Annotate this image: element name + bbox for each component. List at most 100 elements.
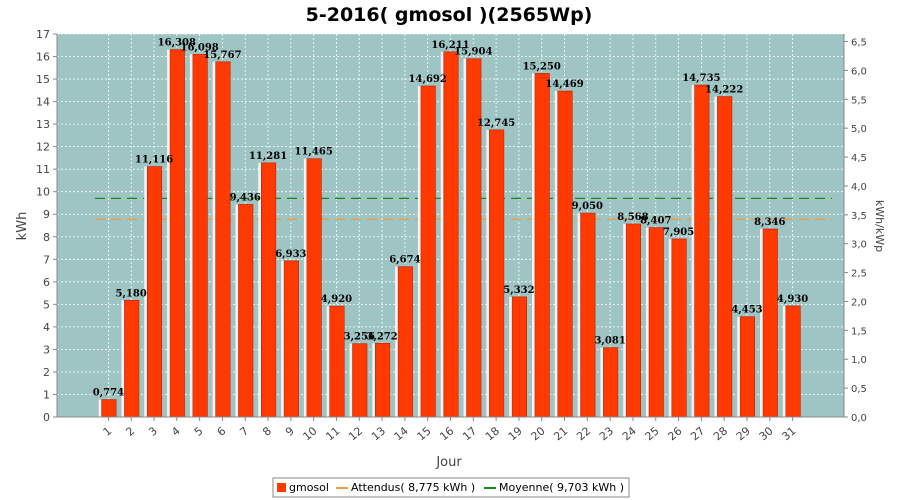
- x-tick-label: 3: [146, 424, 160, 438]
- y-tick-label: 17: [36, 28, 50, 41]
- y-tick-label: 11: [36, 163, 50, 176]
- x-tick-label: 10: [301, 424, 320, 443]
- bar: [420, 85, 436, 418]
- x-tick-label: 9: [283, 424, 297, 438]
- y-tick-label: 7: [43, 253, 50, 266]
- y2-tick-label: 1,5: [851, 326, 867, 337]
- legend-entry: Moyenne( 9,703 kWh ): [499, 481, 624, 494]
- y-tick-label: 9: [43, 208, 50, 221]
- value-label: 5,332: [503, 285, 534, 296]
- x-tick-label: 7: [237, 424, 251, 438]
- x-tick-label: 11: [323, 424, 342, 443]
- value-label: 4,920: [321, 294, 352, 305]
- value-label: 6,674: [389, 255, 420, 266]
- value-label: 16,098: [180, 42, 218, 53]
- legend-entry: Attendus( 8,775 kWh ): [351, 481, 475, 494]
- y-tick-label: 16: [36, 51, 50, 64]
- value-label: 3,081: [594, 336, 625, 347]
- bar: [260, 162, 277, 418]
- x-tick-label: 13: [369, 424, 388, 443]
- value-label: 8,568: [617, 212, 648, 223]
- x-tick-label: 12: [346, 424, 365, 443]
- y-tick-label: 3: [43, 343, 50, 356]
- value-label: 14,469: [545, 79, 583, 90]
- x-axis-ticks: 1 2 3 4 5 6 7 8 9 10 11 12 13 14 15 16 17 18 19 20 21 22 23 24 2…: [101, 417, 799, 443]
- bar: [352, 343, 368, 418]
- bar: [124, 299, 140, 418]
- bar: [671, 238, 687, 418]
- bar: [739, 316, 756, 418]
- value-label: 9,050: [572, 201, 603, 212]
- x-tick-label: 19: [506, 424, 525, 443]
- value-label: 15,250: [523, 61, 561, 72]
- y2-tick-label: 2,5: [851, 269, 867, 280]
- value-label: 14,692: [409, 74, 447, 85]
- x-tick-label: 23: [597, 424, 616, 443]
- value-label: 4,453: [731, 305, 762, 316]
- bar: [785, 305, 801, 418]
- bar: [101, 399, 117, 418]
- chart-title: 5-2016( gmosol )(2565Wp): [306, 4, 593, 26]
- bar: [580, 212, 596, 418]
- bars: [98, 49, 801, 418]
- bar: [625, 223, 642, 418]
- x-tick-label: 6: [215, 424, 229, 438]
- bar: [694, 84, 710, 418]
- x-tick-label: 30: [757, 424, 776, 443]
- bar: [375, 342, 391, 418]
- y-tick-label: 10: [36, 186, 50, 199]
- bar: [146, 166, 163, 418]
- value-label: 11,281: [249, 151, 287, 162]
- x-tick-label: 29: [734, 424, 753, 443]
- value-label: 8,346: [754, 217, 785, 228]
- y-tick-label: 2: [43, 366, 50, 379]
- bar: [603, 347, 619, 418]
- x-tick-label: 26: [665, 424, 684, 443]
- x-tick-label: 16: [437, 424, 456, 443]
- value-label: 11,116: [135, 155, 173, 166]
- y2-tick-label: 6,0: [851, 66, 867, 77]
- x-tick-label: 25: [643, 424, 662, 443]
- y-tick-label: 15: [36, 73, 50, 86]
- y-tick-label: 13: [36, 118, 50, 131]
- y2-axis-ticks: 0,0 0,5 1,0 1,5 2,0 2,5 3,0 3,5 4,0 4,5 5,0 5,5 6,0 6…: [844, 38, 867, 424]
- bar: [648, 227, 664, 418]
- bar: [397, 266, 413, 418]
- bar: [215, 61, 231, 418]
- x-tick-label: 5: [192, 424, 206, 438]
- x-tick-label: 15: [415, 424, 434, 443]
- value-label: 5,180: [116, 288, 147, 299]
- value-label: 7,905: [663, 227, 694, 238]
- y2-tick-label: 3,0: [851, 240, 867, 251]
- value-label: 16,211: [431, 40, 469, 51]
- y-tick-label: 6: [43, 276, 50, 289]
- y-tick-label: 8: [43, 231, 50, 244]
- x-tick-label: 8: [260, 424, 274, 438]
- value-label: 14,735: [682, 73, 720, 84]
- bar: [283, 260, 299, 418]
- bar: [762, 228, 778, 418]
- value-label: 3,272: [366, 331, 397, 342]
- x-tick-label: 20: [529, 424, 548, 443]
- value-label: 4,930: [777, 294, 808, 305]
- y-tick-label: 12: [36, 141, 50, 154]
- y2-tick-label: 5,0: [851, 124, 867, 135]
- value-label: 15,767: [203, 50, 241, 61]
- value-label: 6,933: [275, 249, 306, 260]
- bar: [534, 73, 550, 418]
- legend: gmosol Attendus( 8,775 kWh ) Moyenne( 9,70…: [272, 477, 630, 498]
- x-tick-label: 21: [551, 424, 570, 443]
- value-label: 0,774: [93, 388, 124, 399]
- x-tick-label: 17: [460, 424, 479, 443]
- value-label: 12,745: [477, 118, 515, 129]
- x-tick-label: 1: [101, 424, 115, 438]
- x-tick-label: 27: [688, 424, 707, 443]
- x-axis-label: Jour: [435, 455, 462, 470]
- x-tick-label: 24: [620, 424, 639, 443]
- value-label: 8,407: [640, 216, 671, 227]
- y-tick-label: 0: [43, 411, 50, 424]
- bar: [192, 54, 208, 418]
- legend-box: [272, 477, 630, 498]
